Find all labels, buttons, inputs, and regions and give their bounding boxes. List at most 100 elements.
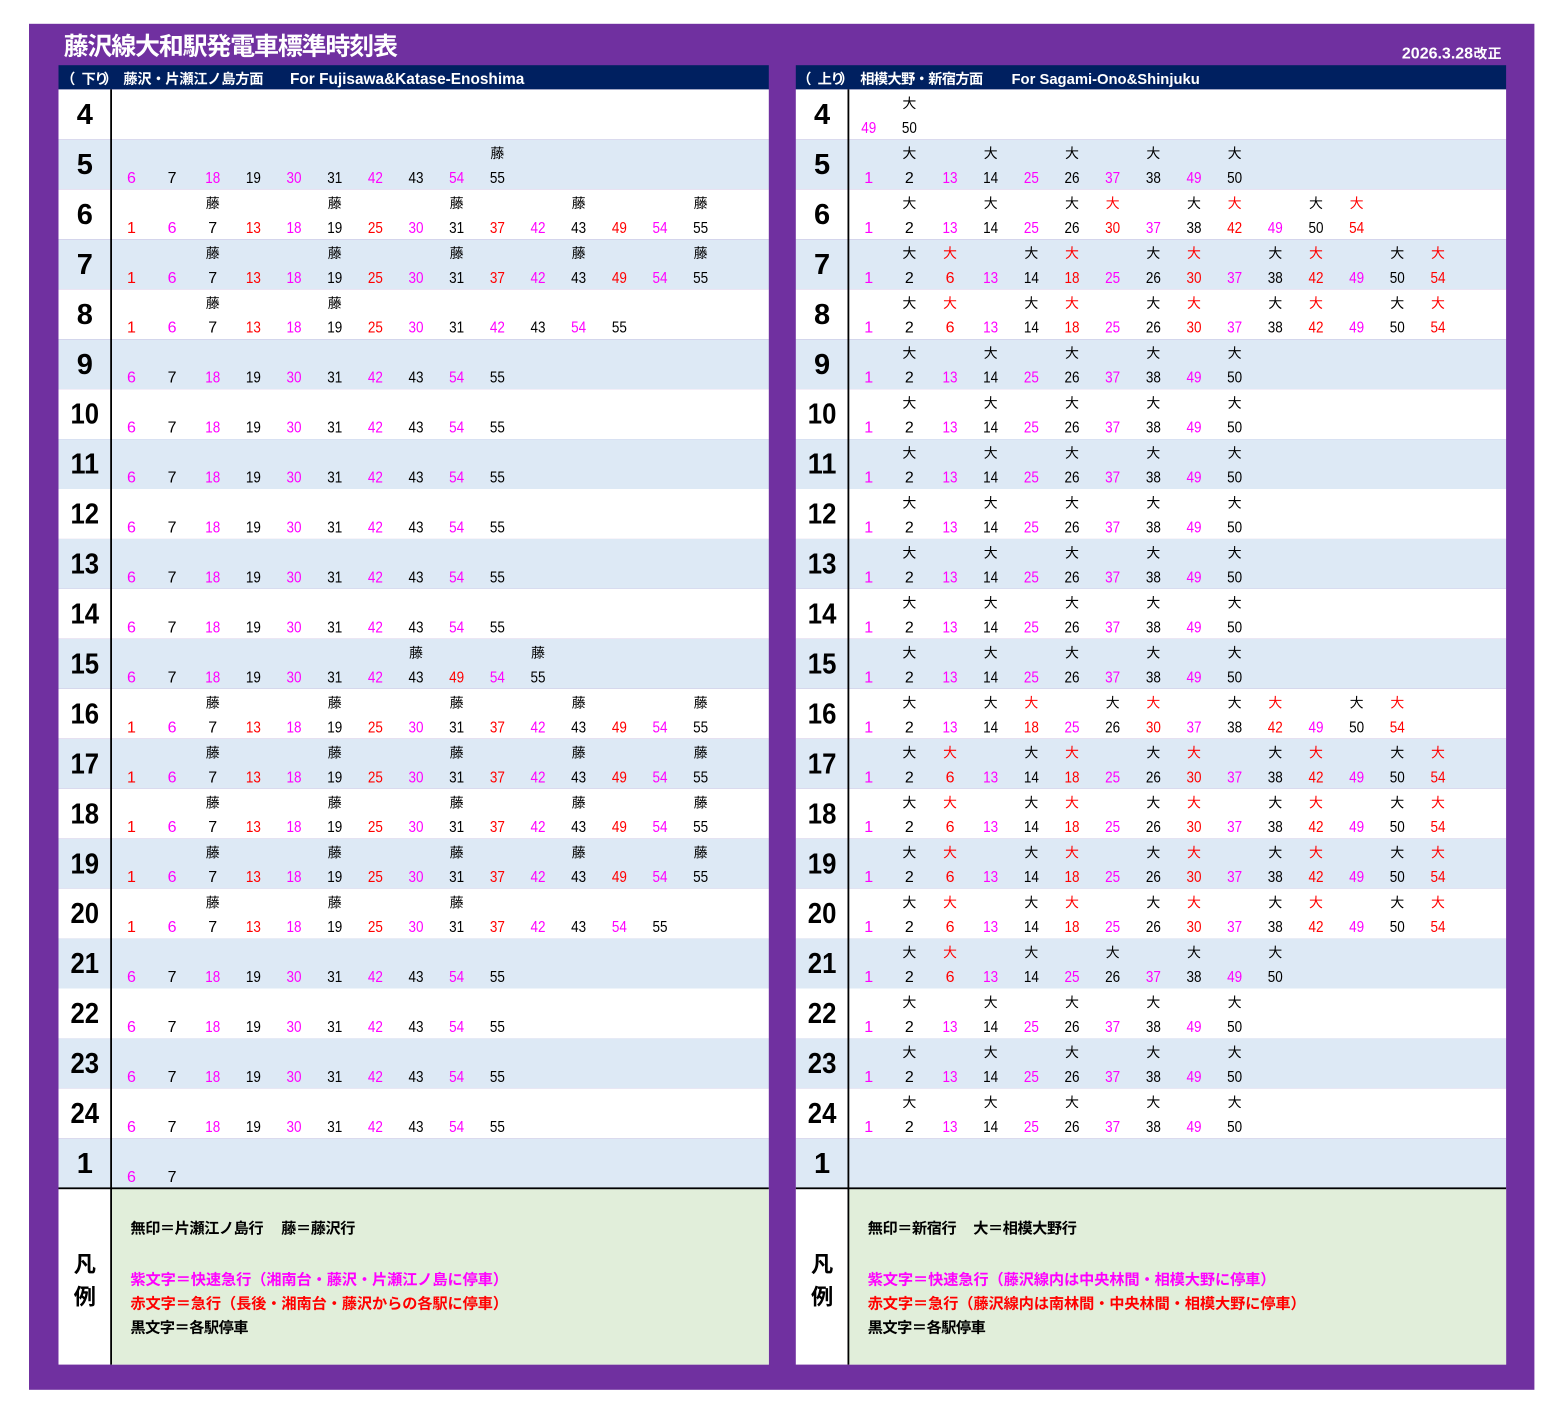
svg-text:23: 23 — [808, 1048, 837, 1080]
svg-text:13: 13 — [808, 549, 837, 581]
svg-text:54: 54 — [1349, 220, 1364, 237]
svg-text:25: 25 — [1105, 320, 1120, 337]
svg-text:25: 25 — [368, 719, 383, 736]
svg-text:22: 22 — [71, 998, 100, 1030]
svg-text:55: 55 — [490, 569, 505, 586]
svg-text:7: 7 — [168, 1119, 177, 1136]
svg-text:19: 19 — [246, 420, 261, 437]
svg-text:30: 30 — [409, 869, 424, 886]
svg-text:43: 43 — [571, 769, 586, 786]
svg-text:30: 30 — [287, 569, 302, 586]
svg-text:42: 42 — [368, 619, 383, 636]
svg-text:25: 25 — [368, 819, 383, 836]
svg-text:6: 6 — [168, 220, 177, 237]
svg-text:25: 25 — [1024, 1069, 1039, 1086]
svg-text:31: 31 — [327, 569, 342, 586]
svg-text:14: 14 — [983, 220, 998, 237]
svg-text:26: 26 — [1065, 370, 1080, 387]
svg-text:37: 37 — [1227, 270, 1242, 287]
svg-text:7: 7 — [208, 819, 217, 836]
svg-text:1: 1 — [864, 320, 873, 337]
svg-text:38: 38 — [1146, 170, 1161, 187]
svg-text:38: 38 — [1268, 769, 1283, 786]
svg-text:55: 55 — [612, 320, 627, 337]
svg-text:30: 30 — [287, 969, 302, 986]
svg-text:54: 54 — [571, 320, 586, 337]
svg-text:25: 25 — [1105, 769, 1120, 786]
svg-text:19: 19 — [71, 848, 100, 880]
svg-text:7: 7 — [168, 1019, 177, 1036]
svg-text:49: 49 — [449, 669, 464, 686]
svg-text:42: 42 — [1308, 769, 1323, 786]
svg-text:2: 2 — [905, 420, 914, 437]
svg-text:54: 54 — [652, 270, 667, 287]
svg-text:42: 42 — [1268, 719, 1283, 736]
svg-text:26: 26 — [1065, 1019, 1080, 1036]
svg-text:1: 1 — [864, 220, 873, 237]
svg-text:6: 6 — [127, 1119, 136, 1136]
svg-text:30: 30 — [287, 669, 302, 686]
svg-text:55: 55 — [490, 520, 505, 537]
svg-text:55: 55 — [693, 220, 708, 237]
svg-text:18: 18 — [205, 370, 220, 387]
svg-text:38: 38 — [1186, 969, 1201, 986]
svg-text:30: 30 — [287, 520, 302, 537]
svg-text:1: 1 — [864, 1119, 873, 1136]
svg-text:37: 37 — [1105, 619, 1120, 636]
svg-text:1: 1 — [127, 719, 136, 736]
svg-text:26: 26 — [1065, 1119, 1080, 1136]
svg-text:1: 1 — [127, 869, 136, 886]
svg-text:42: 42 — [368, 969, 383, 986]
svg-text:49: 49 — [1349, 919, 1364, 936]
svg-text:43: 43 — [571, 270, 586, 287]
svg-text:31: 31 — [327, 1119, 342, 1136]
svg-text:30: 30 — [1186, 919, 1201, 936]
svg-text:31: 31 — [327, 1069, 342, 1086]
svg-text:38: 38 — [1146, 1019, 1161, 1036]
svg-text:37: 37 — [1105, 1019, 1120, 1036]
svg-text:55: 55 — [531, 669, 546, 686]
svg-text:20: 20 — [808, 898, 837, 930]
svg-text:38: 38 — [1146, 619, 1161, 636]
svg-text:50: 50 — [1227, 520, 1242, 537]
svg-text:54: 54 — [652, 719, 667, 736]
svg-text:19: 19 — [327, 869, 342, 886]
svg-text:14: 14 — [1024, 869, 1039, 886]
svg-text:19: 19 — [246, 569, 261, 586]
svg-text:6: 6 — [127, 470, 136, 487]
svg-text:2: 2 — [905, 1069, 914, 1086]
svg-text:19: 19 — [246, 370, 261, 387]
svg-text:42: 42 — [368, 1119, 383, 1136]
svg-text:26: 26 — [1065, 420, 1080, 437]
svg-text:30: 30 — [287, 1069, 302, 1086]
svg-text:1: 1 — [127, 220, 136, 237]
svg-text:30: 30 — [287, 370, 302, 387]
svg-text:25: 25 — [1065, 969, 1080, 986]
svg-text:14: 14 — [983, 619, 998, 636]
svg-text:6: 6 — [127, 1169, 136, 1186]
svg-text:4: 4 — [77, 99, 93, 131]
svg-text:37: 37 — [490, 869, 505, 886]
svg-text:54: 54 — [652, 819, 667, 836]
svg-text:14: 14 — [983, 170, 998, 187]
svg-text:30: 30 — [287, 420, 302, 437]
svg-text:37: 37 — [1105, 1069, 1120, 1086]
svg-text:38: 38 — [1146, 370, 1161, 387]
svg-text:54: 54 — [449, 420, 464, 437]
svg-text:49: 49 — [612, 819, 627, 836]
svg-text:26: 26 — [1065, 520, 1080, 537]
svg-text:6: 6 — [946, 320, 955, 337]
svg-text:38: 38 — [1268, 869, 1283, 886]
svg-text:50: 50 — [1227, 1019, 1242, 1036]
svg-text:6: 6 — [946, 919, 955, 936]
svg-text:54: 54 — [652, 869, 667, 886]
svg-text:37: 37 — [1146, 220, 1161, 237]
svg-text:1: 1 — [864, 769, 873, 786]
svg-text:49: 49 — [1186, 1019, 1201, 1036]
svg-text:2: 2 — [905, 919, 914, 936]
svg-text:13: 13 — [983, 969, 998, 986]
svg-text:31: 31 — [449, 220, 464, 237]
svg-text:14: 14 — [1024, 919, 1039, 936]
svg-text:43: 43 — [409, 619, 424, 636]
svg-text:7: 7 — [168, 370, 177, 387]
